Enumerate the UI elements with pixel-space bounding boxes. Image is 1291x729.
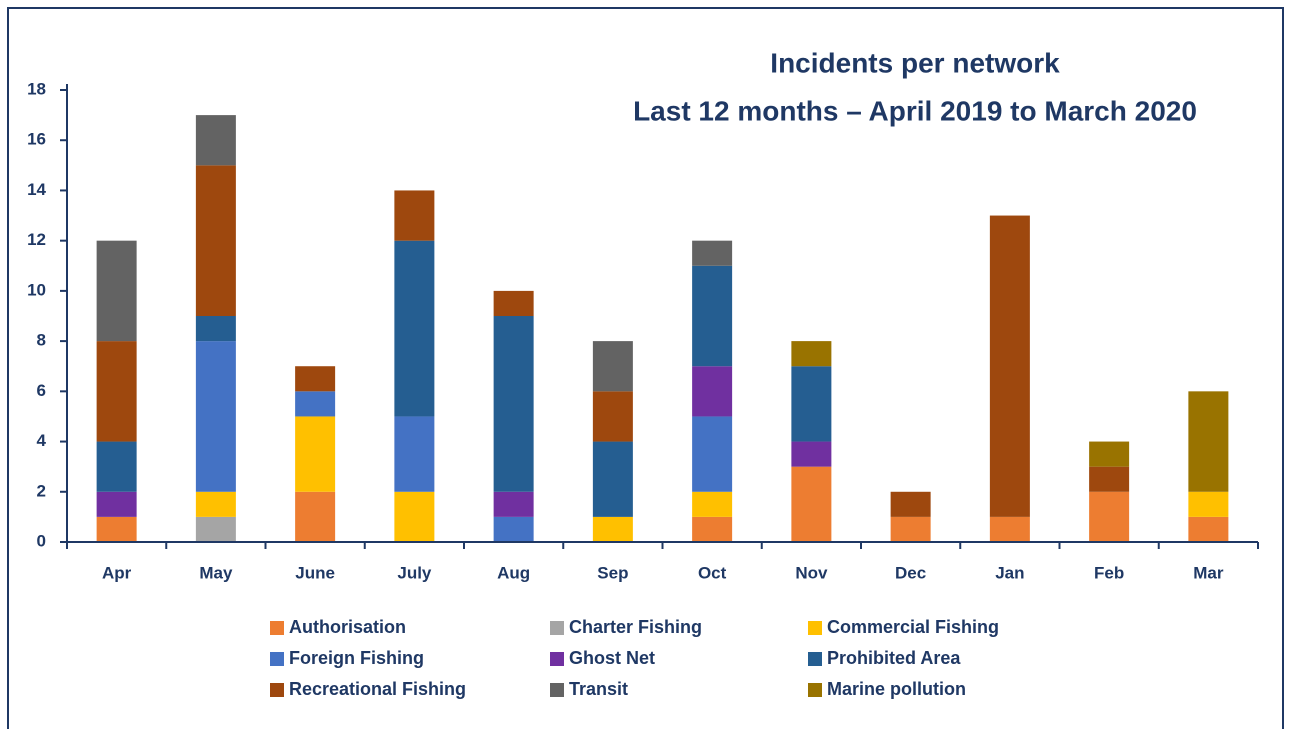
bar-segment	[195, 491, 236, 517]
bar-segment	[890, 491, 931, 517]
bar-segment	[195, 516, 236, 542]
bar-segment	[1089, 466, 1130, 492]
bar-segment	[989, 215, 1030, 517]
bar-segment	[692, 516, 733, 542]
bar-segment	[195, 165, 236, 316]
bar-segment	[295, 391, 336, 417]
bar-segment	[692, 491, 733, 517]
x-tick-label: Apr	[102, 563, 132, 582]
x-tick-label: Nov	[795, 563, 828, 582]
chart-subtitle: Last 12 months – April 2019 to March 202…	[633, 95, 1197, 126]
frame	[7, 7, 1284, 729]
bar-segment	[692, 240, 733, 266]
y-tick-label: 6	[37, 381, 46, 400]
y-tick-label: 14	[27, 180, 46, 199]
bar-segment	[493, 491, 534, 517]
bar-segment	[195, 316, 236, 342]
legend-label: Authorisation	[289, 617, 406, 637]
bar-segment	[394, 491, 435, 542]
x-tick-label: June	[295, 563, 335, 582]
legend-label: Transit	[569, 679, 628, 699]
legend-label: Prohibited Area	[827, 648, 961, 668]
bar-segment	[1188, 491, 1229, 517]
x-tick-label: Jan	[995, 563, 1024, 582]
bar-segment	[890, 516, 931, 542]
bar-segment	[493, 516, 534, 542]
y-tick-label: 8	[37, 331, 46, 350]
y-tick-label: 0	[37, 531, 46, 550]
x-tick-label: Aug	[497, 563, 530, 582]
legend-swatch	[808, 683, 822, 697]
bar-segment	[1188, 391, 1229, 492]
x-tick-label: Dec	[895, 563, 926, 582]
y-tick-label: 4	[37, 431, 47, 450]
bar-segment	[195, 341, 236, 492]
legend-label: Ghost Net	[569, 648, 655, 668]
bar-segment	[96, 491, 137, 517]
bar-segment	[96, 516, 137, 542]
bar-segment	[592, 516, 633, 542]
bar-segment	[592, 391, 633, 442]
legend-swatch	[550, 652, 564, 666]
legend-label: Recreational Fishing	[289, 679, 466, 699]
bar-segment	[692, 265, 733, 367]
legend-swatch	[270, 621, 284, 635]
legend-swatch	[808, 621, 822, 635]
bar-segment	[791, 441, 832, 467]
y-tick-label: 10	[27, 280, 46, 299]
bar-segment	[195, 115, 236, 166]
bar-segment	[692, 366, 733, 417]
x-tick-label: Mar	[1193, 563, 1224, 582]
y-tick-label: 16	[27, 130, 46, 149]
legend-label: Commercial Fishing	[827, 617, 999, 637]
bar-segment	[96, 240, 137, 342]
bar-segment	[791, 366, 832, 442]
legend-label: Foreign Fishing	[289, 648, 424, 668]
y-tick-label: 2	[37, 481, 46, 500]
legend-label: Marine pollution	[827, 679, 966, 699]
bar-segment	[394, 190, 435, 241]
bar-segment	[493, 316, 534, 492]
bar-segment	[989, 516, 1030, 542]
y-tick-label: 12	[27, 230, 46, 249]
bar-segment	[1089, 441, 1130, 467]
bar-segment	[692, 416, 733, 492]
bar-segment	[1188, 516, 1229, 542]
bar-segment	[295, 416, 336, 492]
bar-segment	[791, 466, 832, 542]
bar-segment	[1089, 491, 1130, 542]
legend-swatch	[270, 683, 284, 697]
bar-segment	[96, 441, 137, 492]
y-tick-label: 18	[27, 79, 46, 98]
bar-segment	[96, 341, 137, 442]
legend-swatch	[270, 652, 284, 666]
bar-segment	[791, 341, 832, 367]
bar-segment	[493, 290, 534, 316]
bar-segment	[394, 416, 435, 492]
x-tick-label: Oct	[698, 563, 727, 582]
x-tick-label: Feb	[1094, 563, 1124, 582]
chart-title: Incidents per network	[770, 47, 1060, 78]
legend-swatch	[550, 621, 564, 635]
x-tick-label: July	[397, 563, 432, 582]
bar-segment	[295, 366, 336, 392]
x-tick-label: May	[199, 563, 233, 582]
bar-segment	[394, 240, 435, 417]
legend-swatch	[808, 652, 822, 666]
x-tick-label: Sep	[597, 563, 628, 582]
legend-swatch	[550, 683, 564, 697]
bar-segment	[295, 491, 336, 542]
bar-segment	[592, 341, 633, 392]
bar-segment	[592, 441, 633, 517]
legend-label: Charter Fishing	[569, 617, 702, 637]
